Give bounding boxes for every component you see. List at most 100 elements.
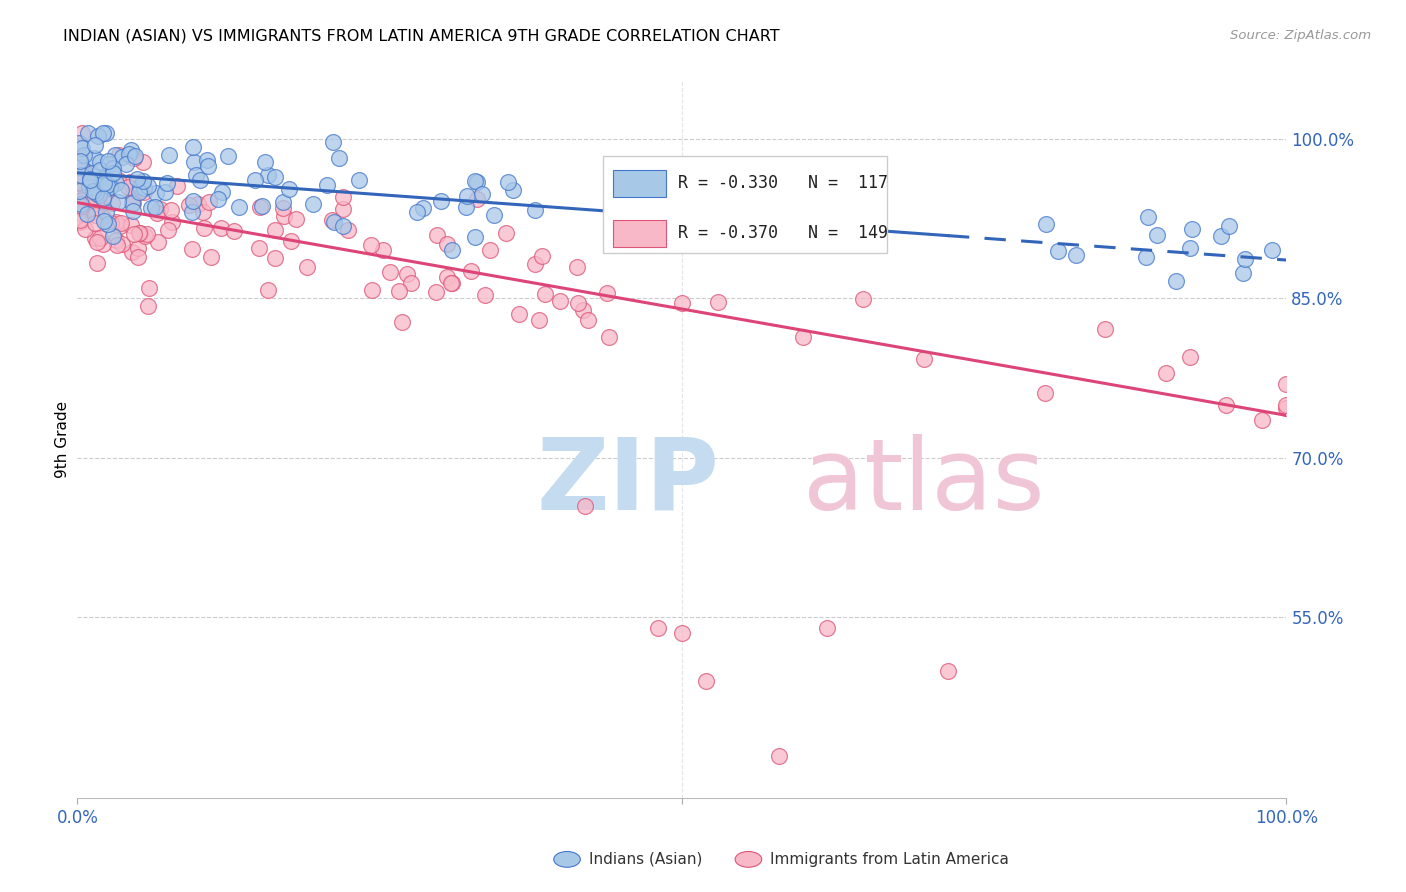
Point <box>94 187 117 202</box>
Point <box>436 237 458 252</box>
Point <box>671 296 693 310</box>
Point <box>336 223 359 237</box>
Point <box>134 229 156 244</box>
Point <box>441 276 464 290</box>
Point <box>72 162 94 177</box>
Point <box>430 194 453 209</box>
Point <box>93 214 115 228</box>
Point <box>209 220 232 235</box>
Point <box>77 127 100 141</box>
Point <box>118 147 141 161</box>
Point <box>110 216 132 230</box>
Point <box>94 180 117 194</box>
Point <box>436 270 458 285</box>
Point <box>91 191 114 205</box>
Point <box>87 179 110 194</box>
Point <box>567 295 589 310</box>
Point <box>211 185 233 199</box>
Point <box>155 186 177 200</box>
Point <box>128 226 150 240</box>
Point <box>86 178 108 193</box>
Point <box>82 205 104 219</box>
Point <box>1251 413 1274 427</box>
Point <box>67 184 90 198</box>
Point <box>111 236 134 251</box>
Point <box>531 248 554 262</box>
Point <box>70 211 93 225</box>
Point <box>73 195 96 210</box>
Text: R = -0.370   N =  149: R = -0.370 N = 149 <box>678 224 889 242</box>
Point <box>89 154 111 169</box>
Point <box>471 186 494 201</box>
Point <box>502 183 524 197</box>
Point <box>166 178 188 193</box>
Point <box>524 202 547 217</box>
Point <box>84 205 107 219</box>
Point <box>598 329 620 343</box>
Point <box>69 205 91 219</box>
Point <box>98 180 121 194</box>
Point <box>69 197 91 211</box>
Point <box>157 148 180 162</box>
Point <box>464 230 486 244</box>
Point <box>253 155 276 169</box>
Point <box>160 202 183 217</box>
Point <box>127 171 149 186</box>
Point <box>136 299 159 313</box>
Point <box>264 170 287 185</box>
Point <box>527 312 550 326</box>
Point <box>100 216 122 230</box>
Point <box>138 281 160 295</box>
Point <box>136 178 159 193</box>
Point <box>91 237 114 252</box>
Point <box>69 214 91 228</box>
Point <box>67 177 90 191</box>
Point <box>121 182 143 196</box>
Point <box>132 185 155 199</box>
Point <box>120 143 142 157</box>
Point <box>101 161 124 176</box>
Point <box>1275 399 1298 413</box>
Point <box>180 204 202 219</box>
Point <box>87 198 110 212</box>
Point <box>1154 367 1177 381</box>
Point <box>478 243 501 257</box>
Point <box>96 178 118 193</box>
Point <box>322 215 344 229</box>
Point <box>93 212 115 227</box>
Point <box>83 180 105 194</box>
Point <box>271 194 294 209</box>
Point <box>495 226 517 240</box>
Point <box>105 214 128 228</box>
Point <box>124 149 146 163</box>
Point <box>79 171 101 186</box>
Point <box>128 226 150 240</box>
Point <box>524 257 547 271</box>
Point <box>122 204 145 219</box>
Point <box>1209 229 1232 244</box>
Point <box>256 283 278 297</box>
Point <box>105 233 128 247</box>
Point <box>1094 322 1116 336</box>
Point <box>912 352 935 367</box>
Point <box>105 238 128 252</box>
Point <box>465 175 488 189</box>
Point <box>347 172 370 186</box>
Point <box>460 264 482 278</box>
Point <box>198 195 221 210</box>
Point <box>177 198 200 212</box>
Point <box>143 200 166 214</box>
Point <box>70 160 93 174</box>
Point <box>97 157 120 171</box>
Point <box>67 136 90 150</box>
Point <box>1218 219 1240 234</box>
Point <box>83 216 105 230</box>
Point <box>391 315 413 329</box>
Point <box>69 154 91 169</box>
Point <box>91 127 114 141</box>
Point <box>149 202 172 216</box>
Text: INDIAN (ASIAN) VS IMMIGRANTS FROM LATIN AMERICA 9TH GRADE CORRELATION CHART: INDIAN (ASIAN) VS IMMIGRANTS FROM LATIN … <box>63 29 780 44</box>
Point <box>96 204 118 219</box>
Point <box>120 218 142 232</box>
Point <box>72 193 94 207</box>
